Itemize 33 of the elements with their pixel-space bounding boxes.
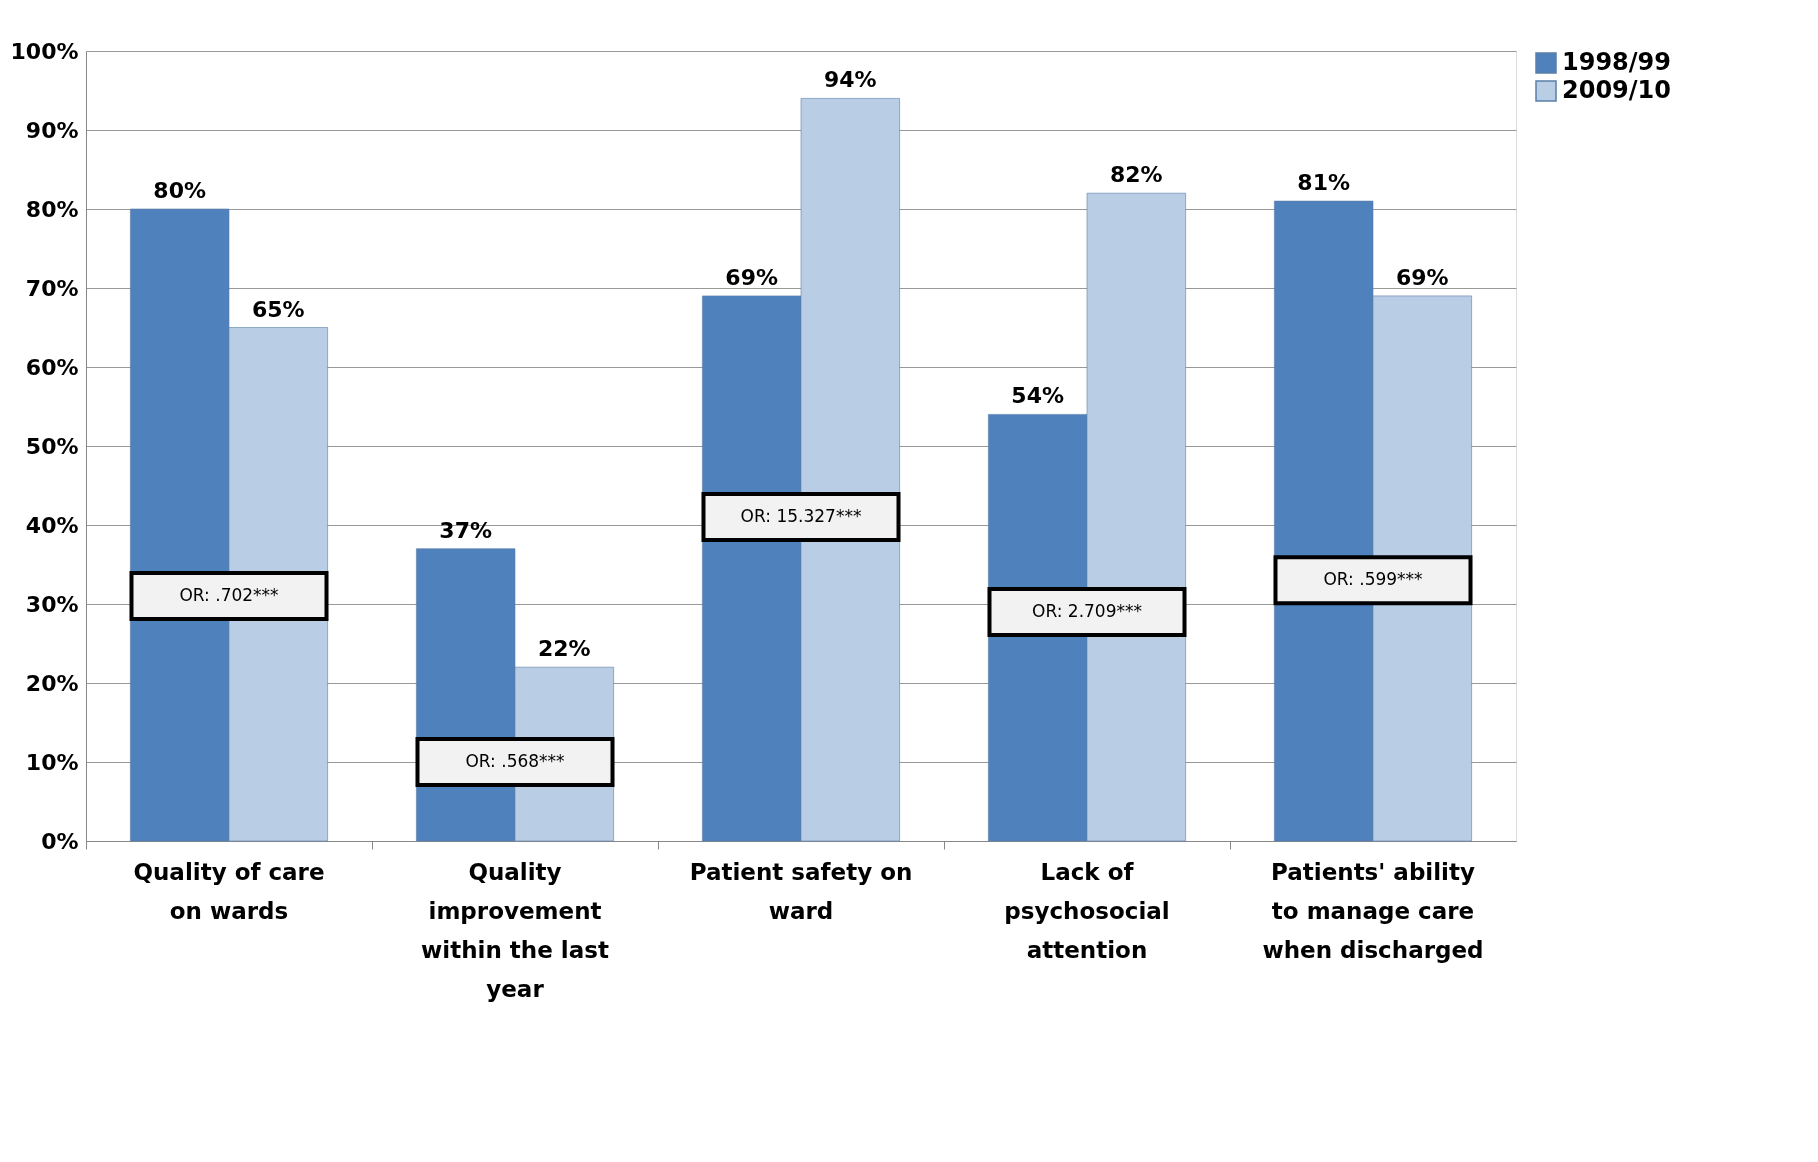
y-tick-label: 60% (25, 354, 79, 380)
y-tick-label: 100% (10, 38, 79, 64)
annotation: OR: .599*** (1323, 569, 1423, 590)
data-label: 65% (251, 296, 305, 322)
x-tick-label: Quality of care on wards (133, 858, 325, 924)
data-label: 82% (1109, 162, 1163, 188)
data-label: 81% (1297, 170, 1351, 196)
data-label: 54% (1011, 383, 1065, 409)
y-tick-label: 40% (25, 512, 79, 538)
legend-label: 2009/10 (1562, 76, 1671, 104)
annotation: OR: .568*** (465, 751, 565, 771)
x-tick-label: Quality improvement within the last year (421, 858, 609, 1002)
y-tick-label: 80% (25, 196, 79, 222)
y-tick-label: 10% (25, 749, 79, 775)
data-label: 69% (1395, 264, 1449, 290)
y-tick-label: 20% (25, 670, 79, 696)
x-tick-label: Lack of psychosocial attention (1004, 858, 1170, 963)
annotation: OR: 2.709*** (1032, 600, 1142, 621)
y-tick-label: 50% (25, 433, 79, 459)
annotation: OR: 15.327*** (740, 506, 862, 527)
data-label: 80% (153, 178, 207, 203)
data-label: 69% (725, 264, 779, 290)
x-tick-label: Patient safety on ward (689, 858, 913, 924)
y-tick-label: 30% (25, 591, 79, 617)
legend-label: 1998/99 (1562, 48, 1671, 76)
y-tick-label: 0% (41, 828, 79, 854)
y-tick-label: 90% (25, 117, 79, 143)
data-label: 94% (823, 67, 877, 93)
annotation: OR: .702*** (179, 585, 279, 606)
x-tick-label: Patients' ability to manage care when discharged (1262, 858, 1484, 963)
data-label: 22% (537, 636, 591, 662)
y-tick-label: 70% (25, 275, 79, 301)
data-label: 37% (439, 517, 493, 543)
